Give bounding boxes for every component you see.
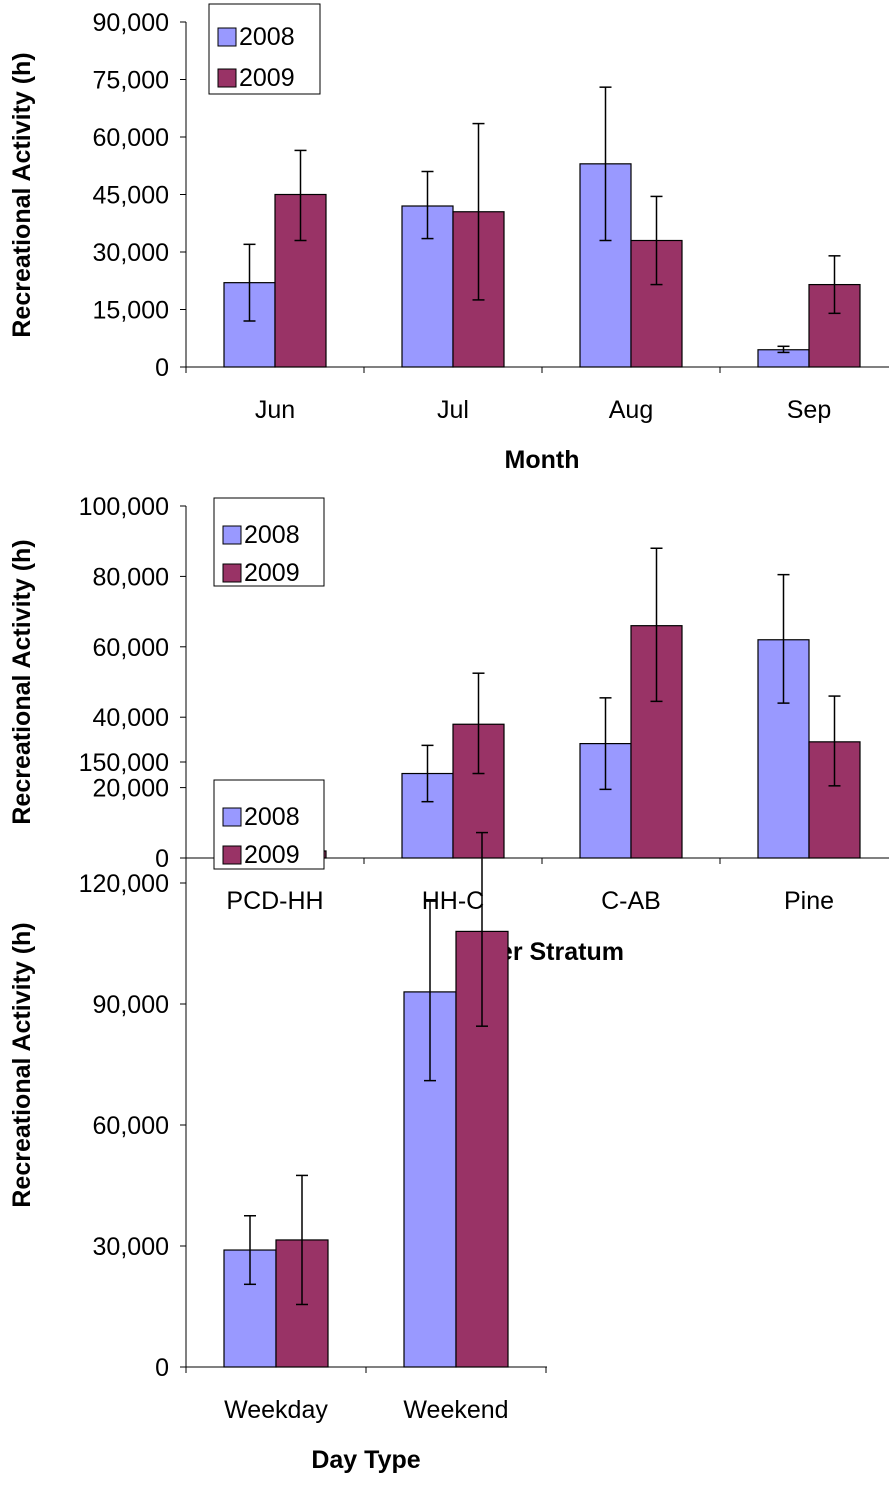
x-tick-label: Weekend bbox=[403, 1396, 508, 1424]
legend: 2008 2009 bbox=[213, 497, 325, 587]
y-tick-label: 0 bbox=[155, 845, 169, 873]
legend-label-2008: 2008 bbox=[244, 521, 300, 549]
legend-swatch-2008 bbox=[217, 27, 237, 47]
legend-swatch-2009 bbox=[222, 845, 242, 865]
y-tick-label: 90,000 bbox=[93, 991, 169, 1019]
legend-swatch-2009 bbox=[217, 68, 237, 88]
y-tick-label: 90,000 bbox=[93, 9, 169, 37]
chart-3: 0 30,000 60,000 90,000 120,000 150,000 Weekday… bbox=[8, 749, 547, 1474]
y-tick-label: 100,000 bbox=[79, 493, 169, 521]
y-tick-label: 0 bbox=[155, 354, 169, 382]
x-tick-label: Pine bbox=[784, 887, 834, 915]
y-axis-title: Recreational Activity (h) bbox=[8, 539, 36, 824]
x-tick-label: Aug bbox=[609, 396, 653, 424]
legend: 2008 2009 bbox=[213, 779, 325, 870]
y-tick-label: 30,000 bbox=[93, 239, 169, 267]
y-tick-label: 120,000 bbox=[79, 870, 169, 898]
y-tick-label: 60,000 bbox=[93, 634, 169, 662]
y-tick-label: 60,000 bbox=[93, 1112, 169, 1140]
legend-label-2008: 2008 bbox=[244, 803, 300, 831]
x-tick-label: PCD-HH bbox=[226, 887, 323, 915]
chart-1: 0 15,000 30,000 45,000 60,000 75,000 90,000 Jun… bbox=[8, 3, 889, 474]
legend-label-2009: 2009 bbox=[244, 841, 300, 869]
y-tick-label: 45,000 bbox=[93, 182, 169, 210]
x-tick-label: Jun bbox=[255, 396, 295, 424]
y-tick-label: 30,000 bbox=[93, 1233, 169, 1261]
x-tick-label: Sep bbox=[787, 396, 831, 424]
y-tick-label: 75,000 bbox=[93, 67, 169, 95]
y-axis-title: Recreational Activity (h) bbox=[8, 52, 36, 337]
y-axis-title: Recreational Activity (h) bbox=[8, 922, 36, 1207]
legend-label-2009: 2009 bbox=[239, 64, 295, 92]
x-axis-title: Day Type bbox=[311, 1446, 420, 1474]
legend-label-2009: 2009 bbox=[244, 559, 300, 587]
legend: 2008 2009 bbox=[208, 3, 321, 95]
y-tick-label: 15,000 bbox=[93, 297, 169, 325]
legend-swatch-2009 bbox=[222, 563, 242, 583]
legend-swatch-2008 bbox=[222, 807, 242, 827]
legend-swatch-2008 bbox=[222, 525, 242, 545]
x-tick-label: Weekday bbox=[224, 1396, 328, 1424]
x-axis-title: Month bbox=[505, 446, 580, 474]
y-tick-label: 20,000 bbox=[93, 775, 169, 803]
y-tick-label: 80,000 bbox=[93, 563, 169, 591]
x-tick-label: C-AB bbox=[601, 887, 661, 915]
legend-label-2008: 2008 bbox=[239, 23, 295, 51]
y-tick-label: 150,000 bbox=[79, 749, 169, 777]
x-tick-label: Jul bbox=[437, 396, 469, 424]
y-tick-label: 60,000 bbox=[93, 124, 169, 152]
y-tick-label: 0 bbox=[155, 1354, 169, 1382]
y-tick-label: 40,000 bbox=[93, 704, 169, 732]
